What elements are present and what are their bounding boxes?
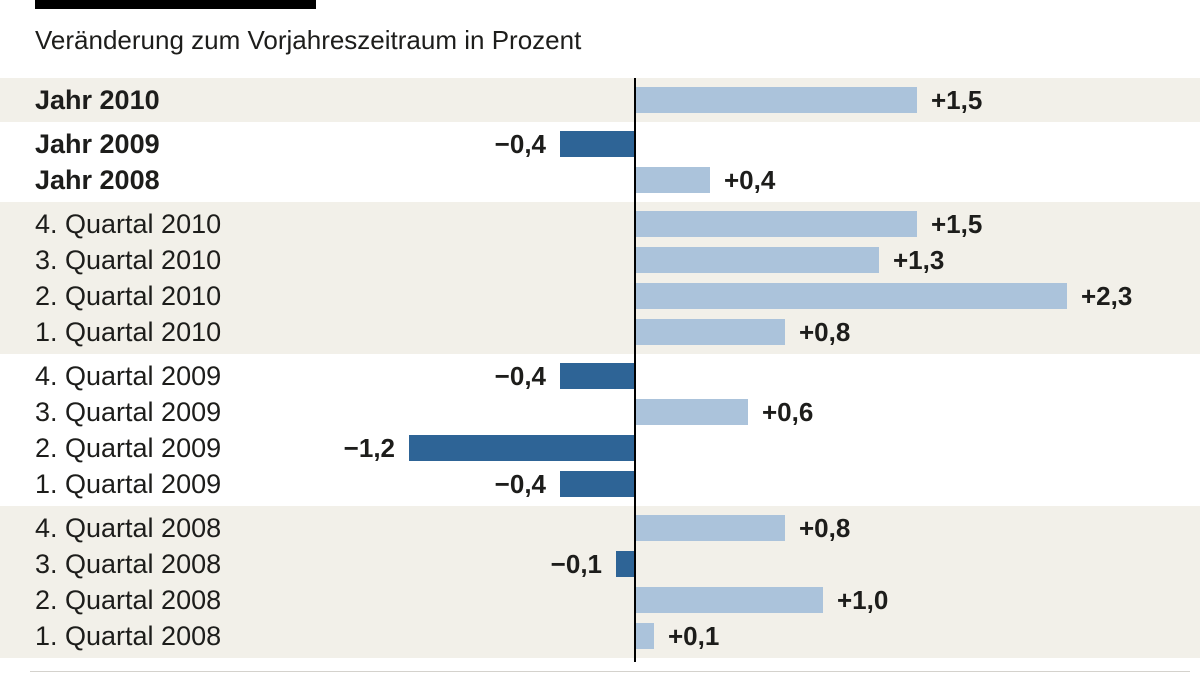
row-label: 3. Quartal 2009 bbox=[35, 397, 222, 427]
row-label: 2. Quartal 2010 bbox=[35, 281, 222, 311]
bar-positive bbox=[635, 87, 917, 113]
chart-row: 4. Quartal 2009 −0,4 bbox=[0, 358, 1200, 394]
row-label: 1. Quartal 2008 bbox=[35, 621, 222, 651]
chart-group: Jahr 2009 −0,4 Jahr 2008 +0,4 bbox=[0, 122, 1200, 202]
value-label: −0,1 bbox=[550, 549, 602, 579]
bar-positive bbox=[635, 399, 748, 425]
chart-row: 3. Quartal 2010 +1,3 bbox=[0, 242, 1200, 278]
value-label: −0,4 bbox=[494, 361, 546, 391]
bar-positive bbox=[635, 167, 710, 193]
chart-row: 1. Quartal 2009 −0,4 bbox=[0, 466, 1200, 502]
value-label: +0,8 bbox=[799, 317, 851, 347]
bottom-rule bbox=[30, 671, 1190, 672]
chart-row: Jahr 2008 +0,4 bbox=[0, 162, 1200, 198]
bar-positive bbox=[635, 587, 823, 613]
chart-row: 2. Quartal 2010 +2,3 bbox=[0, 278, 1200, 314]
bar-negative bbox=[560, 471, 635, 497]
cropped-headline-bar bbox=[35, 0, 316, 9]
row-label: Jahr 2010 bbox=[35, 85, 160, 115]
value-label: −1,2 bbox=[343, 433, 395, 463]
row-label: 1. Quartal 2009 bbox=[35, 469, 222, 499]
bar-negative bbox=[560, 363, 635, 389]
value-label: +0,8 bbox=[799, 513, 851, 543]
chart-row: 3. Quartal 2008 −0,1 bbox=[0, 546, 1200, 582]
bar-positive bbox=[635, 319, 785, 345]
row-label: 4. Quartal 2010 bbox=[35, 209, 222, 239]
chart-area: Jahr 2010 +1,5 Jahr 2009 −0,4 Jahr 2008 +0,4 4… bbox=[0, 78, 1200, 660]
chart-group: 4. Quartal 2010 +1,5 3. Quartal 2010 +1,3 2.… bbox=[0, 202, 1200, 354]
bar-positive bbox=[635, 283, 1067, 309]
bar-positive bbox=[635, 211, 917, 237]
value-label: +1,3 bbox=[893, 245, 945, 275]
row-label: 3. Quartal 2008 bbox=[35, 549, 222, 579]
value-label: +2,3 bbox=[1081, 281, 1133, 311]
chart-group: Jahr 2010 +1,5 bbox=[0, 78, 1200, 122]
value-label: +1,5 bbox=[931, 85, 983, 115]
chart-group: 4. Quartal 2008 +0,8 3. Quartal 2008 −0,1 2.… bbox=[0, 506, 1200, 658]
bar-negative bbox=[560, 131, 635, 157]
value-label: +1,0 bbox=[837, 585, 889, 615]
chart-group: 4. Quartal 2009 −0,4 3. Quartal 2009 +0,6 2.… bbox=[0, 354, 1200, 506]
chart-row: 4. Quartal 2008 +0,8 bbox=[0, 510, 1200, 546]
row-label: 2. Quartal 2009 bbox=[35, 433, 222, 463]
row-label: Jahr 2008 bbox=[35, 165, 160, 195]
chart-row: 3. Quartal 2009 +0,6 bbox=[0, 394, 1200, 430]
chart-row: Jahr 2010 +1,5 bbox=[0, 82, 1200, 118]
zero-baseline bbox=[634, 78, 636, 662]
bar-negative bbox=[616, 551, 635, 577]
row-label: 1. Quartal 2010 bbox=[35, 317, 222, 347]
value-label: −0,4 bbox=[494, 469, 546, 499]
bar-positive bbox=[635, 515, 785, 541]
bar-positive bbox=[635, 623, 654, 649]
bar-positive bbox=[635, 247, 879, 273]
row-label: 4. Quartal 2009 bbox=[35, 361, 222, 391]
value-label: +1,5 bbox=[931, 209, 983, 239]
chart-row: 2. Quartal 2009 −1,2 bbox=[0, 430, 1200, 466]
chart-subtitle: Veränderung zum Vorjahreszeitraum in Pro… bbox=[35, 25, 582, 55]
chart-row: 2. Quartal 2008 +1,0 bbox=[0, 582, 1200, 618]
value-label: +0,4 bbox=[724, 165, 776, 195]
bar-negative bbox=[409, 435, 635, 461]
value-label: +0,6 bbox=[762, 397, 814, 427]
value-label: −0,4 bbox=[494, 129, 546, 159]
chart-row: 4. Quartal 2010 +1,5 bbox=[0, 206, 1200, 242]
row-label: 2. Quartal 2008 bbox=[35, 585, 222, 615]
chart-row: 1. Quartal 2008 +0,1 bbox=[0, 618, 1200, 654]
value-label: +0,1 bbox=[668, 621, 720, 651]
chart-row: 1. Quartal 2010 +0,8 bbox=[0, 314, 1200, 350]
row-label: 4. Quartal 2008 bbox=[35, 513, 222, 543]
row-label: Jahr 2009 bbox=[35, 129, 160, 159]
chart-row: Jahr 2009 −0,4 bbox=[0, 126, 1200, 162]
row-label: 3. Quartal 2010 bbox=[35, 245, 222, 275]
